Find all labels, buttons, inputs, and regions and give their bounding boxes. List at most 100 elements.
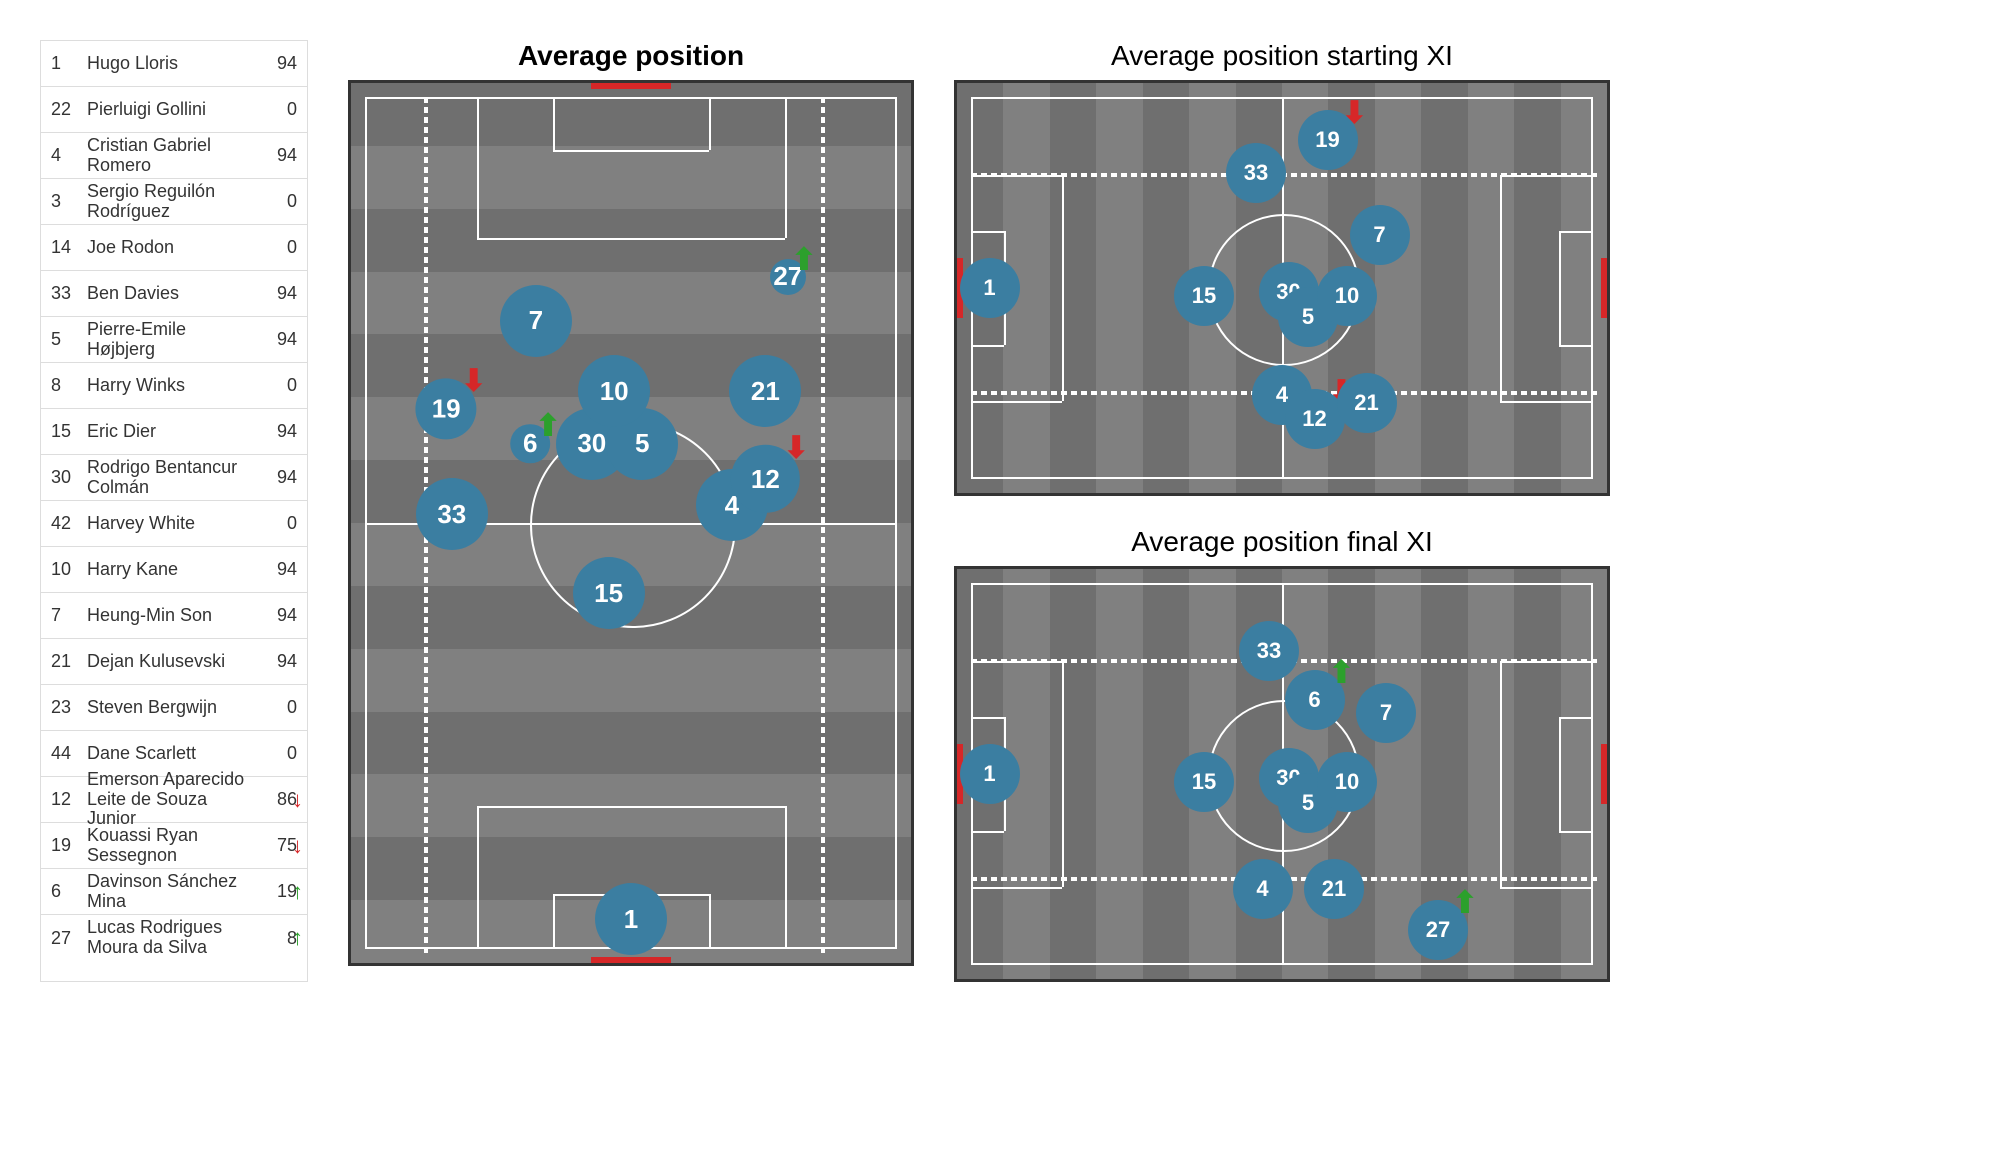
roster-number: 15 (51, 421, 87, 442)
player-marker: 33 (1226, 143, 1286, 203)
sub-out-icon: ⬇ (461, 364, 486, 399)
player-marker: 1 (595, 883, 667, 955)
pitch-line (785, 97, 787, 238)
roster-row: 22Pierluigi Gollini0 (41, 87, 307, 133)
roster-name: Sergio Reguilón Rodríguez (87, 182, 257, 222)
pitch-line (553, 150, 710, 152)
roster-number: 12 (51, 789, 87, 810)
main-pitch-box: Average position 1153319⬇6⬆30510412⬇2172… (348, 40, 914, 982)
roster-minutes: 94 (257, 467, 297, 488)
roster-minutes: 0 (257, 743, 297, 764)
roster-minutes: 0 (257, 375, 297, 396)
pitch-line (553, 97, 555, 150)
final-pitch: 115336⬆30510742127⬆ (954, 566, 1610, 982)
pitch-line (1500, 175, 1502, 401)
roster-minutes: 94 (257, 53, 297, 74)
final-pitch-box: Average position final XI 115336⬆3051074… (954, 526, 1610, 982)
pitch-line (1591, 97, 1593, 479)
roster-number: 19 (51, 835, 87, 856)
roster-minutes: 75↓ (257, 835, 297, 856)
roster-number: 23 (51, 697, 87, 718)
pitch-stripe (351, 146, 911, 209)
pitch-line (1062, 175, 1064, 401)
roster-row: 12Emerson Aparecido Leite de Souza Junio… (41, 777, 307, 823)
pitch-line (1559, 717, 1592, 719)
roster-minutes: 0 (257, 697, 297, 718)
player-marker: 1 (960, 744, 1020, 804)
pitch-line (477, 806, 479, 947)
goal-marker (1601, 744, 1607, 804)
player-marker: 33 (416, 478, 488, 550)
final-pitch-title: Average position final XI (954, 526, 1610, 558)
sub-out-icon: ↓ (292, 833, 303, 859)
roster-name: Rodrigo Bentancur Colmán (87, 458, 257, 498)
pitch-line (971, 401, 1062, 403)
roster-minutes: 94 (257, 283, 297, 304)
starting-pitch-box: Average position starting XI 1153319⬇305… (954, 40, 1610, 496)
roster-minutes: 86↓ (257, 789, 297, 810)
roster-number: 5 (51, 329, 87, 350)
pitch-line (1500, 887, 1591, 889)
roster-name: Lucas Rodrigues Moura da Silva (87, 918, 257, 958)
roster-number: 8 (51, 375, 87, 396)
pitch-line (1559, 231, 1592, 233)
pitch-stripe (1096, 569, 1142, 979)
roster-row: 7Heung-Min Son94 (41, 593, 307, 639)
roster-number: 4 (51, 145, 87, 166)
pitch-line (709, 97, 711, 150)
roster-row: 1Hugo Lloris94 (41, 41, 307, 87)
roster-number: 14 (51, 237, 87, 258)
pitch-line (1500, 401, 1591, 403)
roster-row: 8Harry Winks0 (41, 363, 307, 409)
roster-row: 23Steven Bergwijn0 (41, 685, 307, 731)
roster-number: 1 (51, 53, 87, 74)
roster-name: Kouassi Ryan Sessegnon (87, 826, 257, 866)
roster-minutes: 19↑ (257, 881, 297, 902)
player-marker: 10 (1317, 266, 1377, 326)
roster-name: Emerson Aparecido Leite de Souza Junior (87, 770, 257, 829)
pitch-line (821, 97, 825, 953)
starting-pitch-title: Average position starting XI (954, 40, 1610, 72)
roster-name: Harry Winks (87, 376, 257, 396)
roster-number: 27 (51, 928, 87, 949)
pitch-line (1591, 583, 1593, 965)
pitch-line (971, 717, 1004, 719)
sub-in-icon: ⬆ (1452, 885, 1477, 920)
roster-number: 3 (51, 191, 87, 212)
roster-row: 4Cristian Gabriel Romero94 (41, 133, 307, 179)
player-marker: 21 (1337, 373, 1397, 433)
roster-row: 21Dejan Kulusevski94 (41, 639, 307, 685)
player-marker: 7 (1350, 205, 1410, 265)
roster-minutes: 94 (257, 559, 297, 580)
roster-name: Eric Dier (87, 422, 257, 442)
player-marker: 15 (1174, 752, 1234, 812)
pitch-line (785, 806, 787, 947)
sub-out-icon: ⬇ (784, 431, 809, 466)
roster-name: Harvey White (87, 514, 257, 534)
player-marker: 21 (729, 355, 801, 427)
pitch-line (709, 894, 711, 947)
roster-name: Dejan Kulusevski (87, 652, 257, 672)
roster-name: Davinson Sánchez Mina (87, 872, 257, 912)
pitch-line (553, 894, 555, 947)
sub-out-icon: ⬇ (1342, 96, 1367, 131)
goal-marker (1601, 258, 1607, 318)
player-marker: 7 (1356, 683, 1416, 743)
roster-row: 14Joe Rodon0 (41, 225, 307, 271)
pitch-line (1500, 661, 1502, 887)
roster-row: 27Lucas Rodrigues Moura da Silva8↑ (41, 915, 307, 961)
main-pitch: 1153319⬇6⬆30510412⬇21727⬆ (348, 80, 914, 966)
roster-minutes: 94 (257, 421, 297, 442)
roster-number: 30 (51, 467, 87, 488)
pitch-line (1559, 717, 1561, 832)
player-marker: 15 (1174, 266, 1234, 326)
roster-minutes: 94 (257, 329, 297, 350)
sub-in-icon: ↑ (292, 879, 303, 905)
player-marker: 33 (1239, 621, 1299, 681)
layout-root: 1Hugo Lloris9422Pierluigi Gollini04Crist… (0, 0, 2000, 1022)
roster-name: Pierluigi Gollini (87, 100, 257, 120)
pitch-line (1062, 661, 1064, 887)
roster-table: 1Hugo Lloris9422Pierluigi Gollini04Crist… (40, 40, 308, 982)
pitch-line (1559, 345, 1592, 347)
starting-pitch: 1153319⬇305107412⬇21 (954, 80, 1610, 496)
